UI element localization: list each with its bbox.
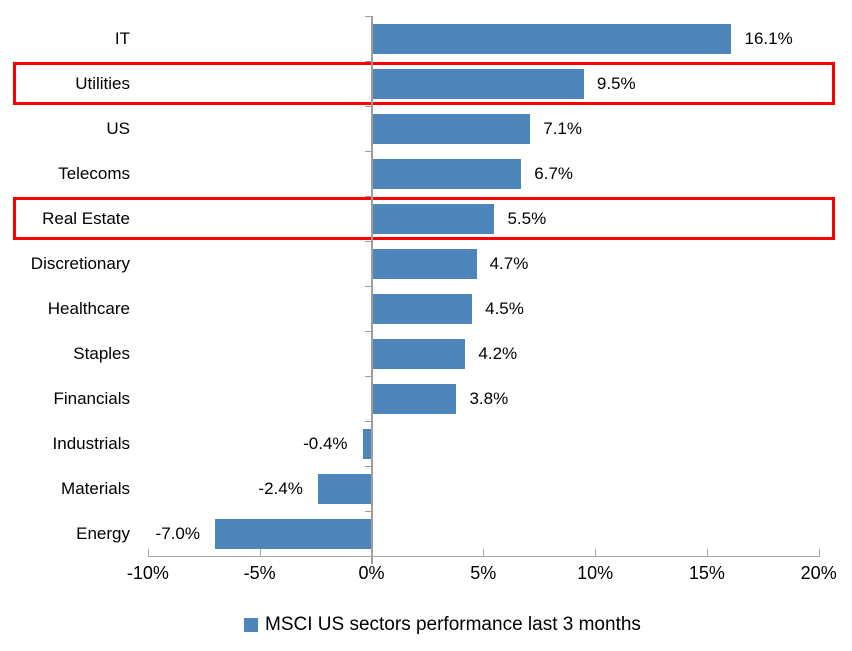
category-label: Discretionary [30, 253, 130, 273]
category-label: Healthcare [47, 298, 130, 318]
x-axis-tick-label: -10% [126, 563, 169, 583]
category-label: Staples [73, 343, 130, 363]
value-label: 4.7% [489, 253, 529, 273]
category-axis-tick [364, 61, 371, 62]
category-label: Materials [61, 478, 130, 498]
bar [371, 339, 466, 369]
legend: MSCI US sectors performance last 3 month… [244, 614, 641, 636]
category-axis-tick [364, 466, 371, 467]
x-axis-tick [259, 549, 261, 556]
x-axis-tick [818, 549, 820, 556]
highlight-box [13, 62, 835, 105]
bar [371, 294, 473, 324]
value-label: 16.1% [744, 28, 793, 48]
value-label: 5.5% [507, 208, 547, 228]
category-axis-tick [364, 196, 371, 197]
x-axis-tick [706, 549, 708, 556]
bar [214, 519, 372, 549]
x-axis-tick [483, 549, 485, 556]
x-axis-tick [371, 549, 373, 556]
bar [371, 249, 477, 279]
category-axis-line [370, 16, 373, 564]
bar [371, 204, 495, 234]
category-label: Utilities [75, 73, 130, 93]
legend-marker-icon [244, 618, 258, 632]
category-label: Industrials [52, 433, 130, 453]
category-label: Financials [53, 388, 130, 408]
bar [371, 69, 584, 99]
value-label: 4.5% [485, 298, 524, 318]
category-label: US [106, 118, 130, 138]
category-axis-tick [364, 331, 371, 332]
category-label: Real Estate [42, 208, 130, 228]
category-axis-tick [364, 286, 371, 287]
x-axis-tick-label: 10% [577, 563, 614, 583]
value-label: -2.4% [258, 478, 303, 498]
value-label: 7.1% [543, 118, 582, 138]
category-axis-tick [364, 421, 371, 422]
value-label: -0.4% [303, 433, 348, 453]
x-axis-tick-label: 0% [358, 563, 385, 583]
legend-label: MSCI US sectors performance last 3 month… [265, 614, 641, 635]
category-axis-tick [364, 511, 371, 512]
category-axis-tick [364, 241, 371, 242]
value-label: 9.5% [596, 73, 636, 93]
x-axis-tick-label: 20% [800, 563, 837, 583]
category-axis-tick [364, 106, 371, 107]
category-label: IT [114, 28, 130, 48]
value-label: 4.2% [478, 343, 518, 363]
value-label: -7.0% [155, 523, 200, 543]
category-label: Telecoms [58, 163, 130, 183]
value-label: 3.8% [469, 388, 509, 408]
highlight-box [13, 197, 835, 240]
category-axis-tick [364, 151, 371, 152]
category-axis-tick [364, 16, 371, 17]
bar [317, 474, 372, 504]
x-axis-tick-label: -5% [243, 563, 276, 583]
bar [371, 384, 457, 414]
category-axis-tick [364, 376, 371, 377]
bar [362, 429, 372, 459]
value-label: 6.7% [534, 163, 574, 183]
x-axis-tick-label: 5% [470, 563, 497, 583]
x-axis-line [148, 556, 820, 557]
bar [371, 114, 531, 144]
x-axis-tick-label: 15% [688, 563, 725, 583]
x-axis-tick [147, 549, 149, 556]
x-axis-tick [595, 549, 597, 556]
bar [371, 159, 522, 189]
category-label: Energy [76, 523, 130, 543]
bar [371, 24, 732, 54]
